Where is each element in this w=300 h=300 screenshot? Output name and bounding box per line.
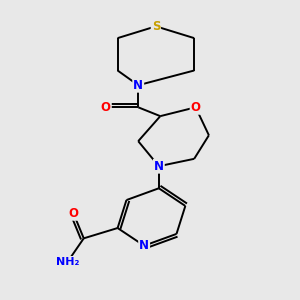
Text: S: S <box>152 20 160 33</box>
Text: N: N <box>154 160 164 173</box>
Text: N: N <box>133 79 143 92</box>
Text: O: O <box>101 101 111 114</box>
Text: O: O <box>68 207 78 220</box>
Text: O: O <box>190 101 201 114</box>
Text: N: N <box>139 239 149 252</box>
Text: NH₂: NH₂ <box>56 257 79 267</box>
